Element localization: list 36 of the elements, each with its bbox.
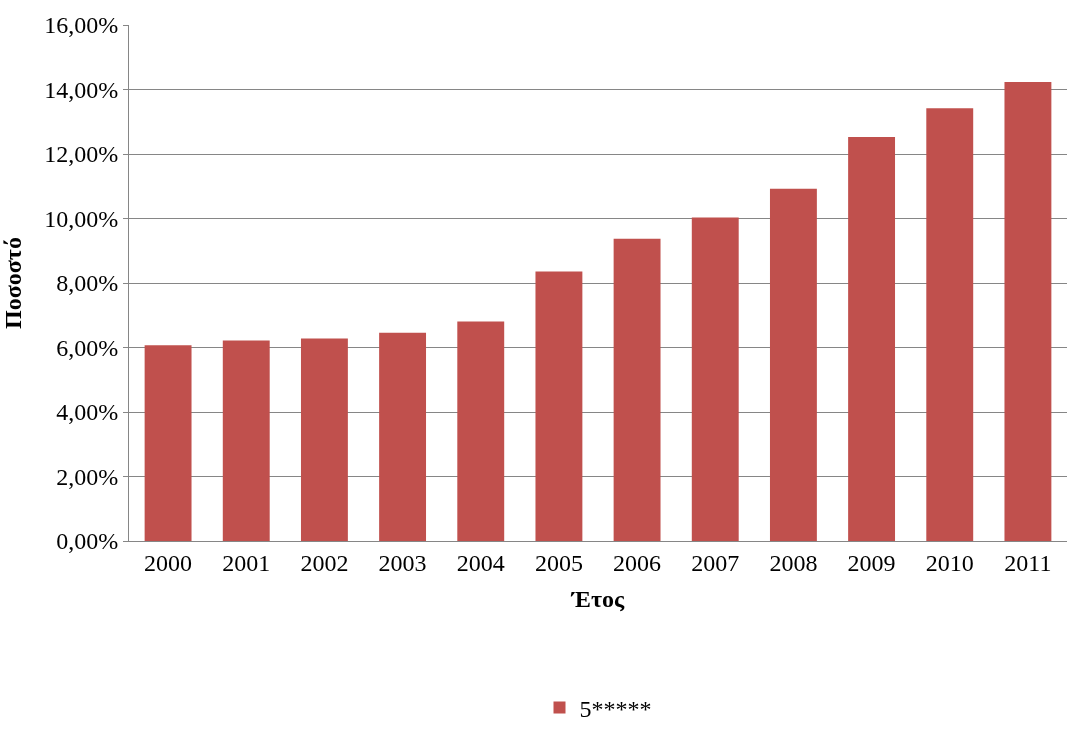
- legend-label: 5*****: [579, 695, 652, 722]
- bar: [691, 217, 739, 541]
- bar: [926, 108, 974, 541]
- y-tick-label: 0,00%: [56, 528, 119, 555]
- bar: [535, 271, 583, 541]
- bar: [457, 321, 505, 541]
- y-tick-label: 14,00%: [44, 76, 119, 103]
- x-tick-label: 2005: [534, 549, 583, 576]
- y-tick-label: 2,00%: [56, 463, 119, 490]
- x-tick-label: 2002: [300, 549, 349, 576]
- y-tick-label: 10,00%: [44, 205, 119, 232]
- bar: [848, 136, 896, 541]
- x-tick-label: 2004: [456, 549, 505, 576]
- bar: [144, 345, 192, 541]
- x-tick-label: 2007: [691, 549, 740, 576]
- y-tick-label: 4,00%: [56, 399, 119, 426]
- y-tick-label: 8,00%: [56, 270, 119, 297]
- x-tick-label: 2001: [222, 549, 271, 576]
- x-tick-label: 2010: [925, 549, 974, 576]
- x-tick-label: 2003: [378, 549, 427, 576]
- bar: [222, 340, 270, 541]
- x-tick-label: 2009: [847, 549, 896, 576]
- x-tick-label: 2008: [769, 549, 818, 576]
- y-axis-title: Ποσοστό: [0, 237, 27, 329]
- bar: [769, 188, 817, 541]
- bar: [613, 238, 661, 541]
- x-tick-label: 2011: [1004, 549, 1052, 576]
- x-axis-title: Έτος: [570, 586, 626, 613]
- x-tick-label: 2000: [144, 549, 193, 576]
- x-tick-label: 2006: [613, 549, 662, 576]
- bar: [1004, 82, 1052, 541]
- y-tick-label: 6,00%: [56, 334, 119, 361]
- y-tick-label: 12,00%: [44, 141, 119, 168]
- bar: [300, 338, 348, 541]
- y-tick-label: 16,00%: [44, 12, 119, 39]
- bar: [379, 332, 427, 541]
